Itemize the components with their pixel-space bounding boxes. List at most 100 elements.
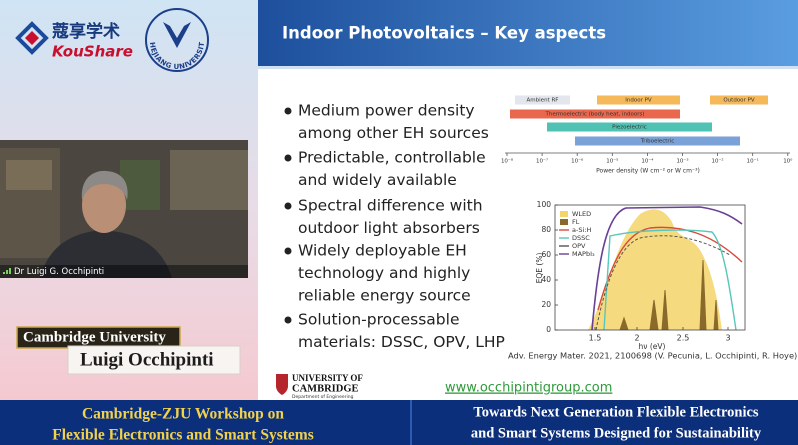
bullet-text: Medium power density — [298, 102, 475, 120]
x-tick-label: 2.5 — [677, 334, 690, 343]
bullet-dot — [284, 107, 292, 115]
plot-frame — [554, 204, 746, 331]
person-hair — [81, 170, 128, 200]
x-axis-label: Power density (W cm⁻² or W cm⁻³) — [596, 168, 700, 175]
range-bar-label: Triboelectric — [640, 139, 675, 145]
legend-label: MAPbI₃ — [572, 250, 595, 258]
y-tick-label: 80 — [541, 225, 551, 234]
x-tick-label: 10⁻⁷ — [536, 158, 548, 165]
bullet-text: among other EH sources — [298, 124, 489, 142]
dssc-curve — [603, 229, 737, 331]
y-tick-label: 60 — [541, 250, 551, 259]
banner-right-text: Towards Next Generation Flexible Electro… — [473, 404, 758, 420]
range-bar — [510, 109, 680, 119]
mapbi3-curve — [591, 206, 743, 331]
shelf-books — [170, 150, 248, 210]
bullet-text: materials: DSSC, OPV, LHP — [298, 333, 505, 351]
koushare-cn: 蔻享学术 — [52, 21, 120, 42]
x-tick-label: 1.5 — [589, 334, 602, 343]
person-body — [40, 230, 172, 278]
bullet-text: Predictable, controllable — [298, 149, 486, 167]
range-bar-label: Outdoor PV — [723, 98, 755, 104]
x-tick-label: 3 — [725, 334, 730, 343]
range-bar — [710, 95, 768, 105]
x-axis-label: hν (eV) — [639, 342, 666, 351]
speaker-name: Luigi Occhipinti — [80, 349, 214, 370]
bullet-text: and widely available — [298, 171, 457, 189]
signal-bar — [3, 272, 5, 274]
legend-label: OPV — [572, 242, 586, 250]
x-tick-label: 10⁻⁴ — [641, 158, 654, 165]
cambridge-shield — [276, 374, 288, 395]
bullet-dot — [284, 316, 292, 324]
banner-left-text: Cambridge-ZJU Workshop on — [82, 406, 284, 423]
x-tick-label: 10⁻⁶ — [571, 158, 584, 165]
bullet-text: Solution-processable — [298, 311, 459, 329]
banner — [0, 400, 798, 445]
y-tick-label: 0 — [546, 325, 551, 334]
signal-bar — [6, 270, 8, 274]
department: Department of Engineering — [292, 394, 354, 400]
range-bar — [515, 95, 570, 105]
legend-label: DSSC — [572, 234, 590, 242]
seal-emblem — [163, 22, 191, 48]
name-box — [67, 345, 241, 375]
plant — [120, 160, 160, 210]
x-tick-label: 10⁻¹ — [747, 158, 759, 165]
x-tick-label: 10⁻² — [712, 158, 724, 165]
y-tick-label: 40 — [541, 275, 551, 284]
bullet-dot — [284, 154, 292, 162]
range-bar-label: Thermoelectric (body heat, indoors) — [544, 112, 644, 118]
x-tick-label: 10⁻⁵ — [606, 158, 618, 165]
x-tick-label: 10⁻³ — [676, 158, 688, 165]
legend-label: FL — [572, 218, 580, 226]
banner-left-text: Flexible Electronics and Smart Systems — [52, 427, 313, 444]
header-rule — [258, 66, 798, 69]
x-tick-label: 2 — [634, 334, 639, 343]
x-tick-label: 10⁻⁸ — [501, 158, 514, 165]
y-axis-label: EQE (%) — [535, 253, 544, 284]
shelf-books — [6, 160, 52, 190]
range-bar — [575, 136, 740, 146]
slide-header — [258, 0, 798, 66]
signal-bar — [9, 268, 11, 274]
banner-divider — [410, 400, 412, 445]
banner-right-text: and Smart Systems Designed for Sustainab… — [471, 425, 762, 441]
bullet-dot — [284, 202, 292, 210]
range-bar-label: Piezoelectric — [612, 125, 647, 131]
y-tick-label: 20 — [541, 300, 551, 309]
citation: Adv. Energy Mater. 2021, 2100698 (V. Pec… — [508, 351, 797, 361]
koushare-icon — [15, 21, 49, 55]
legend-label: a-Si:H — [572, 226, 591, 234]
bullet-text: technology and highly — [298, 264, 470, 282]
koushare-icon-inner — [25, 31, 39, 45]
affiliation: Cambridge University — [23, 329, 166, 345]
bullet-text: Widely deployable EH — [298, 242, 467, 260]
legend-swatch — [560, 211, 568, 217]
person-head — [82, 177, 126, 233]
legend-label: WLED — [572, 210, 591, 218]
fl-peaks — [619, 259, 719, 331]
wled-area — [588, 209, 722, 330]
range-bar — [547, 122, 712, 132]
koushare-en: KouShare — [52, 43, 133, 61]
bullet-text: reliable energy source — [298, 287, 471, 305]
range-bar-label: Ambient RF — [527, 98, 559, 104]
website-link: www.occhipintigroup.com — [445, 381, 612, 396]
name-strip — [0, 265, 248, 278]
university-line1: UNIVERSITY OF — [292, 373, 363, 383]
opv-curve — [595, 235, 731, 331]
range-bar — [597, 95, 680, 105]
bullet-text: Spectral difference with — [298, 197, 483, 215]
seal-outer — [145, 8, 209, 72]
y-tick-label: 100 — [537, 200, 552, 209]
x-tick-label: 10⁰ — [783, 158, 793, 165]
university-line2: CAMBRIDGE — [292, 383, 359, 394]
bullet-text: outdoor light absorbers — [298, 219, 480, 237]
slide-title: Indoor Photovoltaics – Key aspects — [282, 24, 606, 43]
range-bar-label: Indoor PV — [625, 98, 652, 104]
bullet-dot — [284, 247, 292, 255]
speaker-label: Dr Luigi G. Occhipinti — [14, 267, 104, 277]
asih-curve — [597, 226, 743, 311]
